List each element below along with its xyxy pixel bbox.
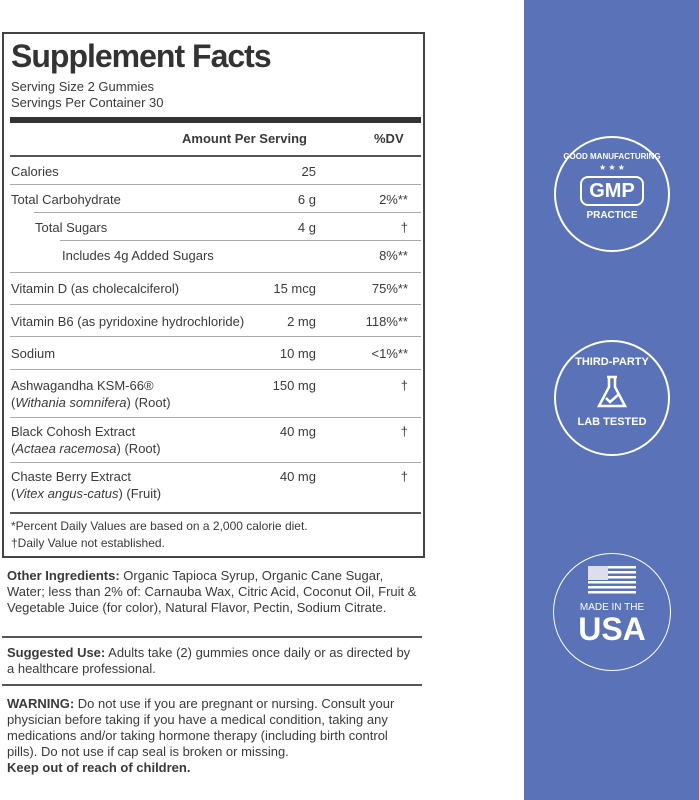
latin-name: Actaea racemosa [15, 441, 117, 456]
suggested-use: Suggested Use: Adults take (2) gummies o… [7, 645, 417, 677]
nutrient-dv: 118%** [365, 314, 408, 329]
divider [10, 304, 421, 305]
supplement-facts-label: Supplement Facts Serving Size 2 Gummies … [2, 32, 425, 558]
footnote-dv: *Percent Daily Values are based on a 2,0… [11, 519, 308, 533]
nutrient-amount: 6 g [297, 192, 316, 207]
plant-part: (Root) [130, 395, 171, 410]
third-party-badge: THIRD-PARTY LAB TESTED [554, 340, 670, 456]
suggested-use-text: Adults take (2) gummies once daily or as… [7, 645, 411, 676]
keep-out-of-reach: Keep out of reach of children. [7, 760, 191, 775]
other-ingredients: Other Ingredients: Organic Tapioca Syrup… [7, 568, 417, 616]
plant-part: (Root) [120, 441, 161, 456]
nutrient-source: (Vitex angus-catus) (Fruit) [11, 486, 162, 501]
divider [34, 212, 421, 213]
gmp-text: GMP [580, 176, 644, 206]
nutrient-amount: 25 [301, 164, 316, 179]
made-in-text: MADE IN THE [579, 602, 645, 613]
divider [10, 117, 421, 123]
gmp-badge: GOOD MANUFACTURING ★ ★ ★ GMP PRACTICE [554, 136, 670, 252]
nutrient-dv: † [400, 469, 408, 484]
label-title: Supplement Facts [11, 38, 272, 74]
warning: WARNING: Do not use if you are pregnant … [7, 696, 417, 776]
other-ingredients-text: Organic Tapioca Syrup, Organic Cane Suga… [7, 568, 417, 615]
serving-size: Serving Size 2 Gummies [11, 79, 155, 94]
divider [10, 336, 421, 337]
divider [2, 636, 422, 638]
nutrient-name: Chaste Berry Extract [11, 469, 131, 484]
divider [10, 462, 421, 463]
nutrient-amount: 40 mg [279, 424, 316, 439]
usa-badge: MADE IN THE USA [553, 553, 671, 671]
us-flag-icon [588, 566, 636, 594]
lab-bottom-text: LAB TESTED [577, 416, 647, 428]
divider [10, 184, 421, 185]
nutrient-name: Vitamin B6 (as pyridoxine hydrochloride) [11, 314, 245, 329]
servings-per-container: Servings Per Container 30 [11, 95, 164, 110]
nutrient-name: Calories [11, 164, 59, 179]
nutrient-amount: 2 mg [287, 314, 316, 329]
nutrient-source: (Withania somnifera) (Root) [11, 395, 171, 410]
divider [10, 512, 421, 514]
nutrient-name: Black Cohosh Extract [11, 424, 136, 439]
nutrient-dv: 8%** [379, 248, 408, 263]
nutrient-amount: 10 mg [279, 346, 316, 361]
header-dv: %DV [374, 131, 404, 146]
nutrient-amount: 40 mg [279, 469, 316, 484]
nutrient-amount: 15 mcg [273, 281, 316, 296]
lab-top-text: THIRD-PARTY [575, 356, 649, 368]
nutrient-name: Total Sugars [35, 220, 108, 235]
latin-name: Vitex angus-catus [15, 486, 119, 501]
nutrient-dv: <1%** [371, 346, 409, 361]
suggested-use-label: Suggested Use: [7, 645, 106, 660]
plant-part: (Fruit) [122, 486, 162, 501]
nutrient-dv: † [400, 378, 408, 393]
nutrient-dv: 75%** [371, 281, 408, 296]
nutrient-dv: 2%** [379, 192, 408, 207]
gmp-top-text: GOOD MANUFACTURING [563, 152, 661, 161]
nutrient-name: Includes 4g Added Sugars [62, 248, 214, 263]
latin-name: Withania somnifera [15, 395, 127, 410]
other-ingredients-label: Other Ingredients: [7, 568, 120, 583]
usa-text: USA [578, 611, 646, 647]
nutrient-name: Ashwagandha KSM-66® [11, 378, 154, 393]
divider [10, 417, 421, 418]
nutrient-dv: † [400, 220, 408, 235]
nutrient-amount: 150 mg [272, 378, 316, 393]
nutrient-name: Sodium [11, 346, 56, 361]
nutrient-source: (Actaea racemosa) (Root) [11, 441, 161, 456]
nutrient-dv: † [400, 424, 408, 439]
divider [10, 155, 421, 157]
nutrient-amount: 4 g [297, 220, 316, 235]
divider [10, 369, 421, 370]
nutrient-name: Total Carbohydrate [11, 192, 121, 207]
warning-text: Do not use if you are pregnant or nursin… [7, 696, 395, 759]
footnote-dagger: †Daily Value not established. [11, 536, 165, 550]
divider [2, 684, 422, 686]
nutrient-name: Vitamin D (as cholecalciferol) [11, 281, 180, 296]
gmp-bottom-text: PRACTICE [586, 210, 638, 221]
header-amount: Amount Per Serving [182, 131, 307, 146]
divider [10, 272, 421, 273]
flask-check-icon [596, 375, 628, 408]
warning-label: WARNING: [7, 696, 75, 711]
divider [60, 240, 421, 241]
